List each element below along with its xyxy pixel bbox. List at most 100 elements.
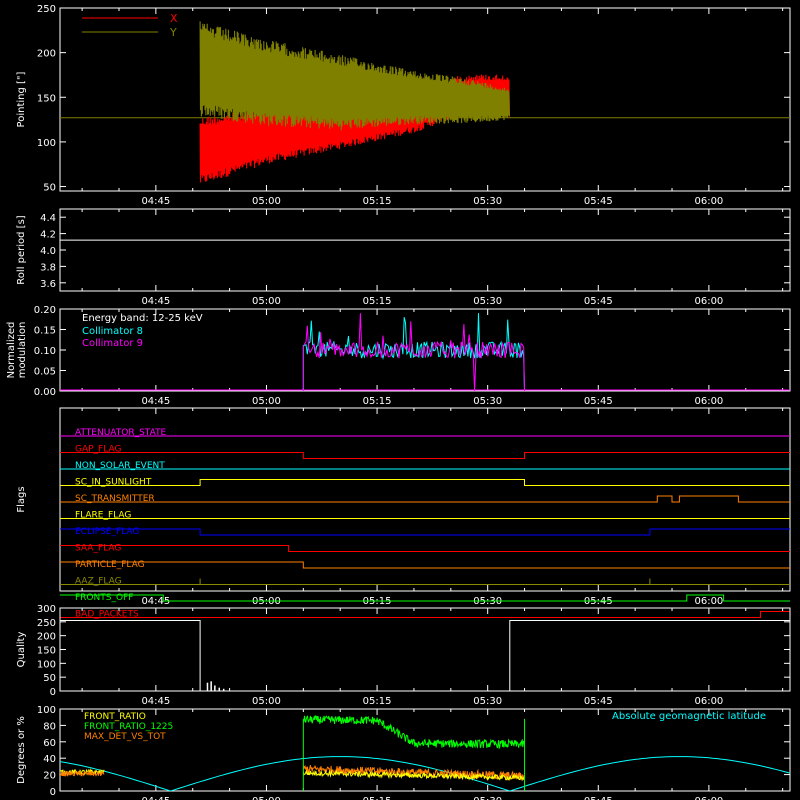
x-tick-label: 05:45 (584, 796, 613, 800)
series-collimator-9-line (302, 313, 525, 391)
x-tick-label: 05:00 (252, 796, 281, 800)
plot-frame (59, 7, 791, 192)
legend-front-ratio-label: FRONT_RATIO (84, 712, 146, 722)
y-tick-label: 4.2 (40, 230, 56, 241)
x-tick-label: 05:30 (473, 396, 502, 407)
series-max-det-vs-tot-line (60, 769, 105, 777)
x-tick-label: 05:15 (363, 296, 392, 307)
panel-1: 04:45 05:00 05:15 05:30 05:45 06:00 50 100 150 20… (16, 4, 791, 207)
y-tick-label: 0.20 (34, 305, 56, 316)
ratio-plot (60, 715, 790, 791)
y-tick-label: 100 (37, 659, 56, 670)
y-tick-label: 100 (37, 705, 56, 716)
x-tick-label: 05:00 (252, 696, 281, 707)
x-tick-label: 04:45 (141, 196, 170, 207)
flag-particle-flag-line (60, 561, 790, 569)
flag-eclipse-flag-label: ECLIPSE_FLAG (75, 527, 139, 537)
x-tick-label: 06:00 (694, 296, 723, 307)
y-axis-label: Degrees or % (16, 716, 27, 784)
y-axis-label: Pointing ["] (16, 71, 27, 127)
legend-front-ratio-1225-label: FRONT_RATIO_1225 (84, 722, 173, 732)
y-axis-label-line: modulation (17, 322, 28, 379)
y-axis-label: Normalizedmodulation (6, 322, 28, 379)
x-tick-label: 05:45 (584, 296, 613, 307)
flag-bad-packets-line (60, 611, 790, 618)
y-tick-label: 0 (50, 687, 56, 698)
y-tick-label: 200 (37, 632, 56, 643)
flag-sc-transmitter-line (60, 495, 790, 503)
pointing-plot (60, 21, 790, 183)
y-tick-label: 3.6 (40, 279, 56, 290)
x-tick-label: 05:15 (363, 396, 392, 407)
flag-eclipse-flag-line (60, 528, 790, 536)
x-tick-label: 04:45 (141, 296, 170, 307)
y-axis-label-line: Normalized (6, 322, 17, 379)
y-tick-label: 4.0 (40, 246, 56, 257)
x-tick-label: 05:45 (584, 196, 613, 207)
x-tick-label: 05:00 (252, 296, 281, 307)
y-tick-label: 300 (37, 604, 56, 615)
series-collimator-8-line (302, 313, 525, 391)
y-tick-label: 0.15 (34, 326, 56, 337)
x-tick-label: 04:45 (141, 696, 170, 707)
y-tick-label: 0.05 (34, 367, 56, 378)
flag-aaz-flag-label: AAZ_FLAG (75, 577, 122, 587)
y-tick-label: 80 (43, 721, 56, 732)
latitude-annotation: Absolute geomagnetic latitude (612, 711, 766, 722)
flag-attenuator-state-label: ATTENUATOR_STATE (75, 428, 167, 438)
y-tick-label: 4.4 (40, 213, 56, 224)
legend-y-label: Y (169, 26, 177, 39)
legend-x-label: X (170, 12, 178, 25)
quality-line (60, 620, 790, 692)
x-tick-label: 05:30 (473, 696, 502, 707)
y-tick-label: 250 (37, 618, 56, 629)
y-tick-label: 200 (37, 49, 56, 60)
series-front-ratio-window-line (302, 769, 525, 782)
x-tick-label: 05:15 (363, 196, 392, 207)
y-tick-label: 0.00 (34, 387, 56, 398)
y-tick-label: 3.8 (40, 262, 56, 273)
legend-max-det-vs-tot-label: MAX_DET_VS_TOT (84, 732, 166, 742)
flag-saa-flag-line (60, 545, 790, 552)
x-tick-label: 06:00 (694, 696, 723, 707)
legend-collimator-9-label: Collimator 9 (82, 338, 143, 349)
y-tick-label: 0.10 (34, 346, 56, 357)
panel-5: 04:45 05:00 05:15 05:30 05:45 06:00 0 50 100 150 2… (16, 604, 791, 707)
y-tick-label: 150 (37, 646, 56, 657)
flag-sc-transmitter-label: SC_TRANSMITTER (75, 494, 155, 504)
legend-collimator-8-label: Collimator 8 (82, 326, 143, 337)
series-max-det-vs-tot-window-line (302, 764, 525, 782)
flag-gap-flag-line (60, 452, 790, 459)
x-tick-label: 05:30 (473, 296, 502, 307)
flag-particle-flag-label: PARTICLE_FLAG (75, 560, 145, 570)
flag-bad-packets-label: BAD_PACKETS (75, 610, 139, 620)
plot-frame (59, 708, 791, 792)
y-tick-label: 40 (43, 754, 56, 765)
x-tick-label: 05:30 (473, 196, 502, 207)
panel-3: 04:45 05:00 05:15 05:30 05:45 06:00 0.00 0.05 0.… (6, 305, 791, 407)
y-tick-label: 60 (43, 738, 56, 749)
modulation-plot (60, 313, 790, 391)
x-tick-label: 04:45 (141, 396, 170, 407)
x-tick-label: 05:45 (584, 696, 613, 707)
plot-frame (59, 208, 791, 292)
flag-fronts-off-line (60, 594, 790, 602)
panel-2: 04:45 05:00 05:15 05:30 05:45 06:00 3.6 3.8 4.0 4… (16, 208, 791, 307)
flag-non-solar-event-label: NON_SOLAR_EVENT (75, 461, 165, 471)
flag-sc-in-sunlight-line (60, 479, 790, 486)
flag-gap-flag-label: GAP_FLAG (75, 445, 121, 455)
panel-4: 04:45 05:00 05:15 05:30 05:45 06:00FlagsATTEN… (16, 407, 791, 620)
y-tick-label: 20 (43, 771, 56, 782)
x-tick-label: 04:45 (141, 596, 170, 607)
energy-band-annotation: Energy band: 12-25 keV (82, 313, 203, 324)
x-tick-label: 06:00 (694, 396, 723, 407)
x-tick-label: 05:15 (363, 696, 392, 707)
y-tick-label: 100 (37, 138, 56, 149)
series-y-line (199, 21, 510, 131)
flag-sc-in-sunlight-label: SC_IN_SUNLIGHT (75, 478, 152, 488)
plot-frame (59, 407, 791, 592)
y-tick-label: 50 (43, 673, 56, 684)
x-tick-label: 05:00 (252, 396, 281, 407)
panel-6: 04:45 05:00 05:15 05:30 05:45 06:00 0 20 40 60 80 1… (16, 705, 791, 800)
